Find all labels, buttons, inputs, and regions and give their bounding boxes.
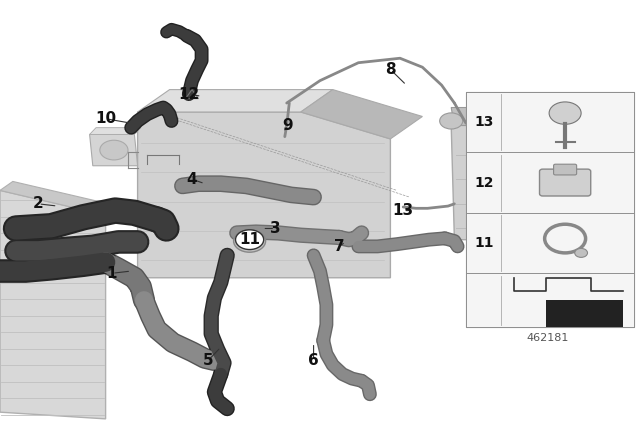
Polygon shape	[90, 128, 141, 134]
Circle shape	[575, 248, 588, 257]
Polygon shape	[0, 190, 106, 419]
Text: 4: 4	[187, 172, 197, 187]
FancyBboxPatch shape	[466, 213, 634, 273]
Text: 7: 7	[334, 239, 344, 254]
Text: 12: 12	[474, 176, 493, 190]
Text: 13: 13	[392, 203, 414, 218]
Text: 13: 13	[474, 115, 493, 129]
Text: 9: 9	[283, 118, 293, 133]
Text: 12: 12	[178, 86, 200, 102]
Text: 8: 8	[385, 62, 396, 77]
Circle shape	[236, 230, 264, 250]
Circle shape	[440, 113, 463, 129]
Polygon shape	[451, 108, 509, 125]
Circle shape	[549, 102, 581, 124]
FancyBboxPatch shape	[540, 169, 591, 196]
Text: 2: 2	[33, 196, 44, 211]
Circle shape	[100, 140, 128, 160]
FancyBboxPatch shape	[546, 300, 623, 327]
Polygon shape	[138, 90, 333, 112]
FancyBboxPatch shape	[466, 273, 634, 327]
FancyBboxPatch shape	[554, 164, 577, 175]
Text: 1: 1	[107, 266, 117, 281]
Text: 6: 6	[308, 353, 319, 368]
Text: 5: 5	[203, 353, 213, 368]
FancyBboxPatch shape	[466, 92, 634, 327]
FancyBboxPatch shape	[466, 152, 634, 213]
Text: 11: 11	[474, 236, 493, 250]
Polygon shape	[451, 125, 509, 240]
Polygon shape	[301, 90, 422, 139]
Polygon shape	[138, 112, 390, 278]
Polygon shape	[90, 134, 138, 166]
Text: 462181: 462181	[526, 333, 568, 343]
Polygon shape	[0, 181, 118, 215]
FancyBboxPatch shape	[466, 92, 634, 152]
Text: 11: 11	[239, 232, 260, 247]
Text: 10: 10	[95, 111, 116, 126]
Circle shape	[234, 230, 266, 252]
Text: 3: 3	[270, 221, 280, 236]
